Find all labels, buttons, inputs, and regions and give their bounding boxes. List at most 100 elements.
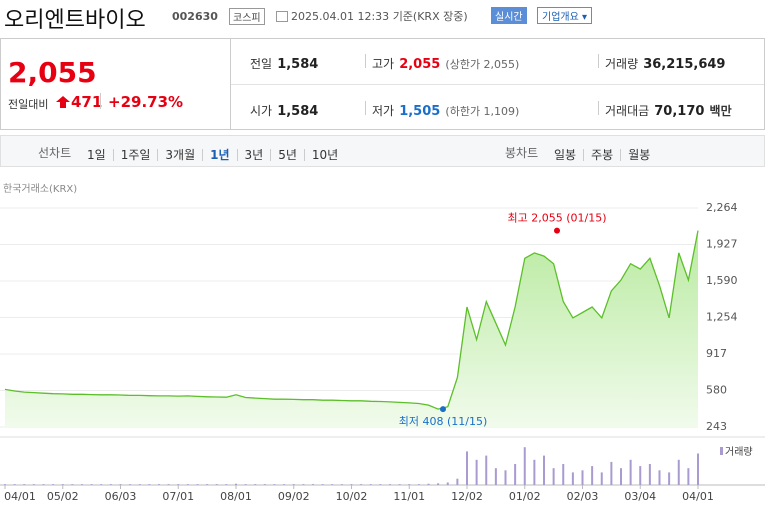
volume-bar <box>235 483 237 485</box>
field-note: (상한가 2,055) <box>445 58 520 71</box>
volume-bar <box>302 484 305 485</box>
tab[interactable]: 1년 <box>202 149 236 161</box>
volume-bar <box>485 455 488 485</box>
volume-bar <box>283 484 286 485</box>
field-value: 1,505 <box>399 104 441 119</box>
volume-bar <box>446 482 449 485</box>
tab[interactable]: 3년 <box>236 149 271 161</box>
field-label: 고가 <box>372 57 395 71</box>
source: 한국거래소(KRX) <box>3 184 78 195</box>
volume-bar <box>273 484 276 485</box>
extreme-label: 최고 2,055 (01/15) <box>507 212 606 225</box>
change-label: 전일대비 <box>8 98 49 111</box>
x-tick-label: 07/01 <box>162 490 194 503</box>
volume-bar <box>600 472 603 485</box>
tab[interactable]: 일봉 <box>554 148 577 162</box>
field-value: 70,170 <box>654 104 705 119</box>
x-tick-label: 02/03 <box>567 490 599 503</box>
volume-bar <box>648 464 651 485</box>
volume-bar <box>158 484 160 485</box>
extreme-marker <box>554 227 560 234</box>
volume-bar <box>571 472 574 485</box>
x-tick-label: 03/04 <box>624 490 656 503</box>
volume-bar <box>244 484 247 485</box>
field-unit: 백만 <box>709 104 732 118</box>
volume-bar <box>427 483 430 485</box>
timestamp: 2025.04.01 12:33 기준(KRX 장중) <box>291 8 468 24</box>
volume-bar <box>13 484 16 485</box>
volume-bar <box>32 484 35 485</box>
y-tick-label: 580 <box>706 383 727 396</box>
company-button[interactable]: 기업개요 ▾ <box>537 7 593 24</box>
up-icon <box>56 96 70 108</box>
company-label: 기업개요 <box>542 12 579 23</box>
volume-bar <box>552 468 555 485</box>
y-tick-label: 1,927 <box>706 238 738 251</box>
change: 471 <box>71 93 103 111</box>
tab[interactable]: 월봉 <box>620 149 657 161</box>
area <box>5 230 698 427</box>
volume-bar <box>109 484 112 485</box>
quote-cell: 전일 1,584 <box>250 53 318 72</box>
volume-bar <box>186 484 189 485</box>
volume-bar <box>629 459 632 485</box>
volume-bar <box>42 484 45 485</box>
x-tick-label: 11/01 <box>393 490 425 503</box>
volume-bar <box>71 484 74 485</box>
quote-cell: 저가 1,505 (하한가 1,109) <box>372 100 519 119</box>
line-tabs: 1일 1주일 3개월 1년 3년 5년 10년 <box>80 144 345 163</box>
field-label: 거래대금 <box>605 104 650 118</box>
volume-bar <box>312 484 314 485</box>
y-tick-label: 1,254 <box>706 310 738 323</box>
volume-bar <box>196 484 199 485</box>
volume-bar <box>697 453 699 485</box>
x-tick-label: 01/02 <box>509 490 541 503</box>
volume-bar <box>398 484 401 485</box>
market-badge: 코스피 <box>229 8 265 25</box>
legend-label: 거래량 <box>725 446 753 458</box>
separator <box>598 54 599 68</box>
extreme-marker <box>440 406 446 413</box>
volume-bar <box>340 484 343 485</box>
volume-bar <box>562 464 565 485</box>
time: 2025.04.01 12:33 <box>291 10 390 23</box>
legend-swatch <box>720 447 723 455</box>
volume-bar <box>475 459 478 485</box>
tab[interactable]: 1일 <box>87 148 106 162</box>
volume-bar <box>100 484 103 485</box>
quote-cell: 시가 1,584 <box>250 100 318 119</box>
volume-bar <box>639 466 642 485</box>
volume-bar <box>494 468 497 485</box>
tab[interactable]: 10년 <box>303 149 345 161</box>
volume-bar <box>687 468 690 485</box>
volume-bar <box>138 484 141 485</box>
volume-bar <box>523 447 526 485</box>
volume-bar <box>533 459 536 485</box>
volume-bar <box>129 484 132 485</box>
quote-cell: 거래량 36,215,649 <box>605 53 725 72</box>
line <box>4 230 699 410</box>
tab[interactable]: 주봉 <box>583 149 620 161</box>
field-label: 저가 <box>372 104 395 118</box>
tab[interactable]: 5년 <box>270 149 304 161</box>
extreme-label: 최저 408 (11/15) <box>399 415 488 428</box>
tab[interactable]: 1주일 <box>112 149 158 161</box>
quote-cell: 거래대금 70,170 백만 <box>605 100 732 119</box>
divider <box>231 84 764 85</box>
field-value: 36,215,649 <box>643 57 726 72</box>
x-tick-label: 12/02 <box>451 490 483 503</box>
volume-bar <box>668 472 671 485</box>
tab[interactable]: 3개월 <box>157 149 202 161</box>
volume-bar <box>504 470 507 485</box>
volume-bar <box>350 484 353 485</box>
volume-bar <box>177 484 180 485</box>
field-label: 전일 <box>250 57 273 71</box>
realtime-button[interactable]: 실시간 <box>491 7 527 24</box>
basis: 기준(KRX 장중) <box>392 10 468 23</box>
volume-bar <box>456 478 459 485</box>
y-tick-label: 243 <box>706 420 727 433</box>
calendar-icon <box>276 11 288 22</box>
volume-bar <box>466 451 468 485</box>
x-tick-label: 04/01 <box>682 490 714 503</box>
volume-bar <box>417 484 420 485</box>
